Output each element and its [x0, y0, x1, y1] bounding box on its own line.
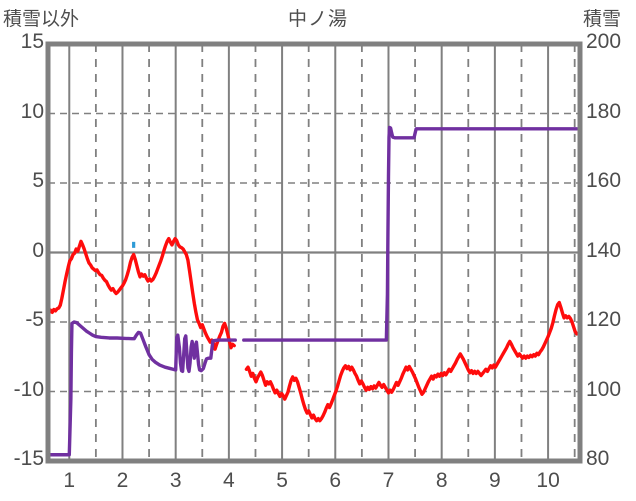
- page-title: 中ノ湯: [287, 9, 348, 30]
- y-left-tick: 0: [32, 238, 44, 262]
- x-tick: 8: [435, 469, 448, 492]
- y-right-tick: 120: [586, 308, 622, 331]
- left-axis-title: 積雪以外: [3, 9, 80, 30]
- y-left-tick: -5: [25, 308, 44, 331]
- y-right-tick: 160: [586, 169, 622, 192]
- blue-pixel-artifact: [132, 241, 136, 248]
- right-axis-title: 積雪: [583, 9, 622, 30]
- grid-layer: [48, 44, 580, 461]
- y-left-tick: 10: [20, 99, 44, 123]
- series-line-3: [242, 125, 579, 342]
- x-tick: 9: [489, 469, 501, 492]
- y-left-tick: -10: [13, 377, 44, 401]
- y-right-tick: 100: [586, 377, 622, 401]
- y-left-tick: -15: [13, 447, 44, 470]
- x-tick: 6: [329, 469, 342, 492]
- x-tick: 7: [382, 469, 395, 492]
- x-tick: 3: [169, 469, 182, 492]
- x-tick: 2: [116, 469, 129, 492]
- series-line-2: [47, 320, 237, 457]
- y-left-tick: 5: [32, 169, 44, 192]
- series-line-1: [244, 300, 579, 423]
- x-tick: 1: [63, 469, 76, 492]
- y-right-tick: 180: [586, 99, 622, 123]
- series-layer: [47, 125, 579, 457]
- x-tick: 4: [223, 469, 235, 492]
- y-left-tick: 15: [20, 30, 44, 53]
- y-right-tick: 140: [586, 238, 622, 262]
- axis-frame: [45, 41, 583, 464]
- y-right-tick: 80: [586, 447, 610, 470]
- x-tick: 10: [536, 469, 560, 492]
- series-line-0: [47, 236, 236, 351]
- x-tick: 5: [276, 469, 288, 492]
- y-right-tick: 200: [586, 30, 622, 53]
